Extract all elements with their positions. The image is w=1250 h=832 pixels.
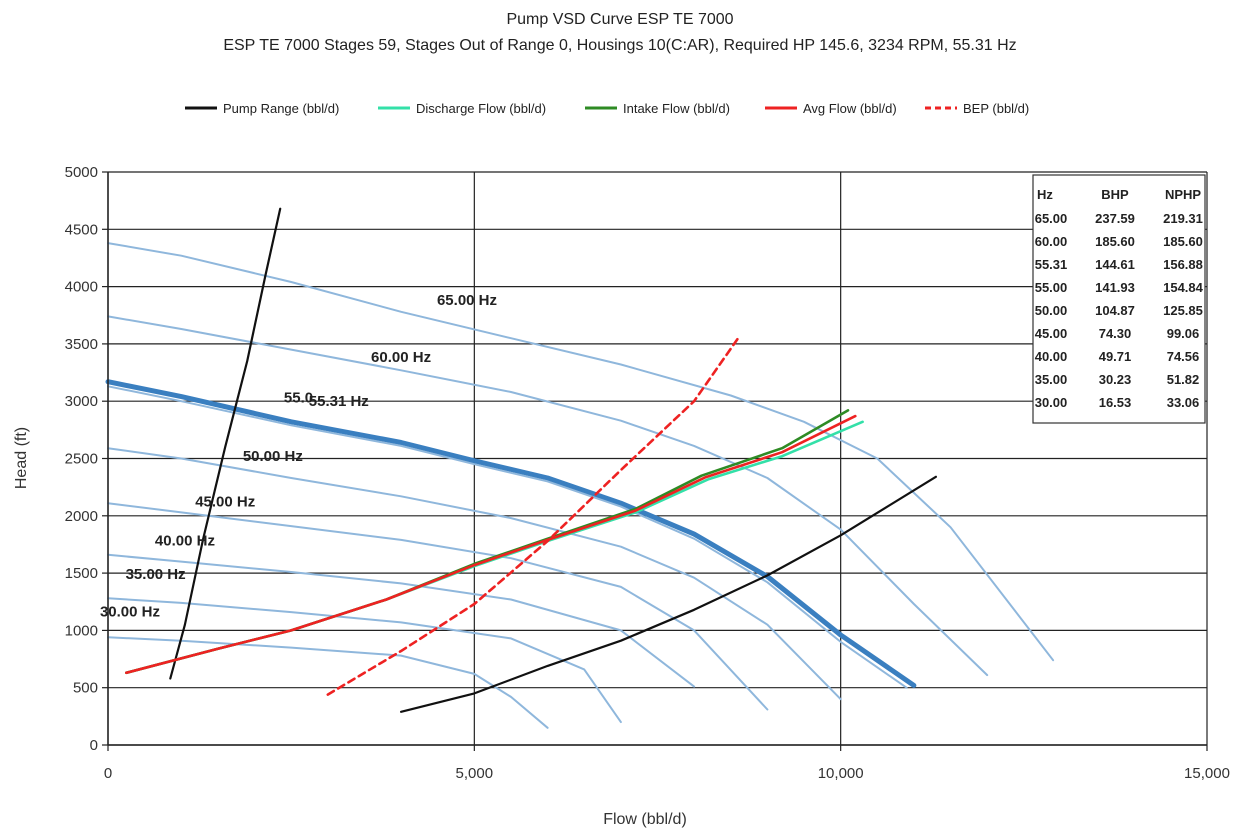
- hp-table-cell: 237.59: [1095, 211, 1135, 226]
- hp-table-cell: 55.31: [1035, 257, 1068, 272]
- speed-curve-60-00-hz: [107, 315, 989, 677]
- hp-table-cell: 144.61: [1095, 257, 1135, 272]
- speed-curve-50-00-hz: [107, 447, 842, 701]
- hp-table-frame: [1032, 174, 1206, 424]
- hp-table-cell: 99.06: [1167, 326, 1200, 341]
- y-tick-label: 3500: [65, 336, 98, 353]
- hp-table-cell: 30.00: [1035, 395, 1068, 410]
- speed-curve-label-35-00-hz: 35.00 Hz: [126, 566, 186, 583]
- y-tick-label: 1500: [65, 565, 98, 582]
- x-tick-label: 5,000: [456, 765, 494, 782]
- legend-label-4: BEP (bbl/d): [963, 101, 1029, 116]
- series-line-pump-range-0: [169, 207, 282, 680]
- speed-curve-40-00-hz: [107, 553, 696, 688]
- legend-label-1: Discharge Flow (bbl/d): [416, 101, 546, 116]
- hp-table-cell: 74.30: [1099, 326, 1132, 341]
- hp-table-cell: 60.00: [1035, 234, 1068, 249]
- y-tick-label: 1000: [65, 622, 98, 639]
- x-tick-label: 0: [104, 765, 112, 782]
- chart-legend: Pump Range (bbl/d) Discharge Flow (bbl/d)…: [185, 101, 1029, 116]
- hp-table-cell: 16.53: [1099, 395, 1132, 410]
- hp-table-cell: 30.23: [1099, 372, 1132, 387]
- chart-title: Pump VSD Curve ESP TE 7000: [506, 11, 733, 28]
- axes: 0 500 1000 1500 2000 2500 3000 3500 4000 4500 5000…: [65, 164, 1230, 782]
- hp-table-cell: 49.71: [1099, 349, 1132, 364]
- hp-table-header: NPHP: [1165, 187, 1201, 202]
- speed-curve-35-00-hz: [107, 597, 622, 724]
- hp-table-cell: 141.93: [1095, 280, 1135, 295]
- hp-table-cell: 154.84: [1163, 280, 1204, 295]
- speed-curves: [105, 242, 1055, 729]
- hp-table-cell: 185.60: [1163, 234, 1203, 249]
- hp-table-cell: 55.00: [1035, 280, 1068, 295]
- y-axis-label: Head (ft): [13, 427, 30, 489]
- hp-table-cell: 33.06: [1167, 395, 1200, 410]
- y-tick-label: 2500: [65, 451, 98, 468]
- x-axis-label: Flow (bbl/d): [603, 811, 687, 828]
- hp-table-cell: 104.87: [1095, 303, 1135, 318]
- series-lines: [125, 207, 937, 713]
- hp-table-cell: 125.85: [1163, 303, 1203, 318]
- speed-curve-label-55-31-hz: 55.31 Hz: [309, 393, 369, 410]
- series-line-intake-flow-3: [125, 409, 850, 675]
- y-tick-label: 0: [90, 737, 98, 754]
- speed-curve-label-30-00-hz: 30.00 Hz: [100, 604, 160, 621]
- hp-table-header: BHP: [1101, 187, 1129, 202]
- speed-curve-30-00-hz: [107, 636, 549, 729]
- legend-label-3: Avg Flow (bbl/d): [803, 101, 897, 116]
- y-tick-label: 4000: [65, 279, 98, 296]
- series-line-pump-range-1: [400, 475, 937, 713]
- speed-curve-label-40-00-hz: 40.00 Hz: [155, 533, 215, 550]
- x-tick-label: 15,000: [1184, 765, 1230, 782]
- hp-table-cell: 185.60: [1095, 234, 1135, 249]
- speed-curve-label-65-00-hz: 65.00 Hz: [437, 292, 497, 309]
- hp-table-cell: 219.31: [1163, 211, 1203, 226]
- hp-table-cell: 35.00: [1035, 372, 1068, 387]
- hp-table-cell: 65.00: [1035, 211, 1068, 226]
- chart-subtitle: ESP TE 7000 Stages 59, Stages Out of Ran…: [223, 37, 1016, 54]
- speed-curve-label-55-0: 55.0: [284, 389, 313, 406]
- hp-table-cell: 156.88: [1163, 257, 1203, 272]
- speed-curve-55-31-hz: [105, 379, 917, 688]
- series-line-bep-5: [326, 336, 740, 696]
- hp-table-cell: 74.56: [1167, 349, 1200, 364]
- legend-label-0: Pump Range (bbl/d): [223, 101, 339, 116]
- legend-label-2: Intake Flow (bbl/d): [623, 101, 730, 116]
- hp-table-header: Hz: [1037, 187, 1053, 202]
- y-tick-label: 2000: [65, 508, 98, 525]
- speed-curve-45-00-hz: [107, 502, 769, 711]
- speed-curve-label-50-00-hz: 50.00 Hz: [243, 448, 303, 465]
- speed-curve-65-00-hz: [107, 242, 1055, 662]
- hp-table-cell: 40.00: [1035, 349, 1068, 364]
- y-tick-label: 3000: [65, 393, 98, 410]
- hp-table-cell: 51.82: [1167, 372, 1200, 387]
- y-tick-label: 4500: [65, 221, 98, 238]
- speed-curve-label-45-00-hz: 45.00 Hz: [195, 494, 255, 511]
- speed-curve-label-60-00-hz: 60.00 Hz: [371, 349, 431, 366]
- series-line-avg-flow-4: [125, 414, 857, 675]
- hp-table-cell: 50.00: [1035, 303, 1068, 318]
- y-tick-label: 5000: [65, 164, 98, 181]
- y-tick-label: 500: [73, 680, 98, 697]
- hp-table-cell: 45.00: [1035, 326, 1068, 341]
- speed-curve-55-0: [107, 385, 908, 689]
- x-tick-label: 10,000: [818, 765, 864, 782]
- hp-table: Hz BHP NPHP 65.00 237.59 219.31 60.00 185.60 185…: [1032, 174, 1206, 424]
